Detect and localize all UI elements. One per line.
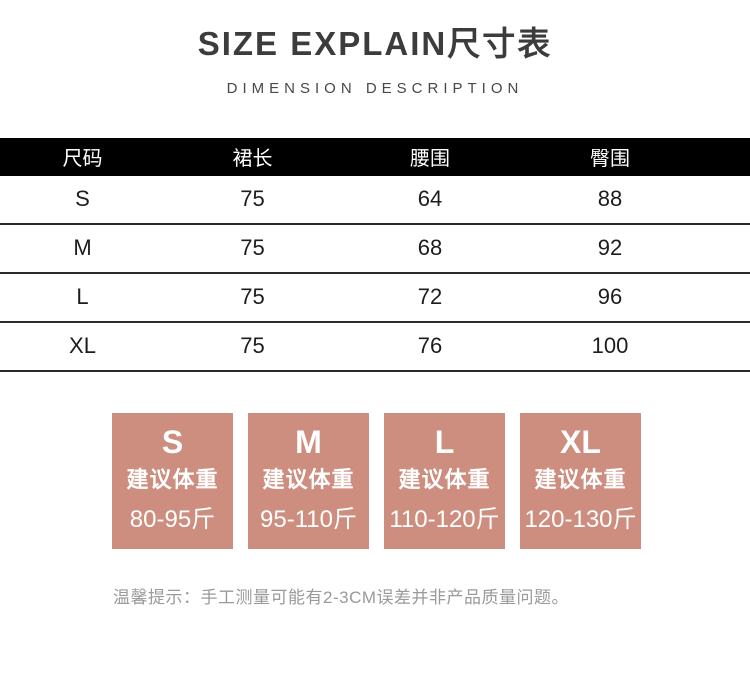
row-skirt-length: 75: [240, 284, 265, 310]
row-skirt-length: 75: [240, 333, 265, 359]
row-hip: 96: [597, 284, 623, 310]
weight-box-s: S 建议体重 80-95斤: [112, 412, 233, 549]
row-skirt-length: 75: [240, 235, 265, 261]
row-waist: 76: [417, 333, 443, 359]
weight-box-size: M: [295, 423, 322, 460]
weight-box-range: 110-120斤: [389, 506, 500, 534]
weight-box-range: 95-110斤: [260, 506, 357, 534]
weight-box-range: 80-95斤: [129, 506, 216, 534]
size-table: 尺码 裙长 腰围 臀围 S 75 64 88 M 75 68 92 L 75 7…: [0, 137, 750, 372]
size-table-header-row: 尺码 裙长 腰围 臀围: [0, 137, 750, 176]
weight-box-xl: XL 建议体重 120-130斤: [520, 412, 641, 549]
column-header-size: 尺码: [62, 148, 103, 171]
weight-box-size: S: [161, 423, 184, 460]
row-waist: 72: [417, 284, 443, 310]
weight-recommendations: S 建议体重 80-95斤 M 建议体重 95-110斤 L 建议体重 110-…: [112, 412, 750, 549]
weight-box-range: 120-130斤: [524, 506, 637, 534]
page-subtitle: DIMENSION DESCRIPTION: [226, 79, 524, 97]
row-hip: 88: [597, 186, 623, 212]
weight-box-size: L: [434, 423, 455, 460]
weight-box-label: 建议体重: [262, 467, 355, 493]
measurement-note: 温馨提示：手工测量可能有2-3CM误差并非产品质量问题。: [113, 587, 570, 607]
row-skirt-length: 75: [240, 186, 265, 212]
weight-box-size: XL: [560, 423, 601, 460]
weight-box-label: 建议体重: [126, 467, 219, 493]
weight-box-m: M 建议体重 95-110斤: [248, 412, 369, 549]
column-header-waist: 腰围: [410, 148, 450, 171]
row-size-label: XL: [69, 333, 96, 359]
table-row-xl: XL 75 76 100: [0, 323, 750, 372]
column-header-hip: 臀围: [590, 148, 630, 171]
row-hip: 100: [591, 333, 629, 359]
column-header-skirt-length: 裙长: [232, 148, 273, 171]
row-waist: 64: [417, 186, 443, 212]
weight-box-l: L 建议体重 110-120斤: [384, 412, 505, 549]
row-size-label: L: [76, 284, 89, 310]
row-size-label: M: [73, 235, 92, 261]
table-row-l: L 75 72 96: [0, 274, 750, 323]
row-hip: 92: [597, 235, 623, 261]
table-row-m: M 75 68 92: [0, 225, 750, 274]
table-row-s: S 75 64 88: [0, 176, 750, 225]
row-size-label: S: [75, 186, 90, 212]
weight-box-label: 建议体重: [398, 467, 491, 493]
row-waist: 68: [417, 235, 443, 261]
page-title: SIZE EXPLAIN尺寸表: [197, 25, 553, 62]
weight-box-label: 建议体重: [534, 467, 627, 493]
